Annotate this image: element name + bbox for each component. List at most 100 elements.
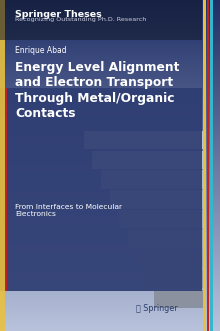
Bar bbox=[0, 233, 220, 234]
Bar bbox=[0, 182, 220, 183]
Bar bbox=[0, 41, 220, 42]
Bar bbox=[0, 232, 220, 233]
Text: Ⓢ Springer: Ⓢ Springer bbox=[136, 304, 178, 313]
Bar bbox=[136, 250, 205, 268]
Bar bbox=[0, 61, 220, 62]
Bar bbox=[0, 299, 220, 300]
Bar bbox=[0, 190, 220, 191]
Bar bbox=[128, 230, 205, 248]
Bar bbox=[0, 127, 220, 128]
Bar bbox=[0, 88, 202, 291]
Bar bbox=[0, 79, 220, 80]
Bar bbox=[0, 219, 220, 221]
Bar bbox=[0, 54, 220, 55]
Bar bbox=[0, 44, 220, 45]
Bar bbox=[0, 288, 220, 289]
Bar bbox=[0, 148, 220, 149]
Bar bbox=[0, 153, 220, 155]
Text: Enrique Abad: Enrique Abad bbox=[15, 46, 67, 55]
Bar bbox=[0, 94, 220, 95]
Bar bbox=[0, 157, 220, 158]
Bar bbox=[0, 319, 220, 320]
Bar bbox=[0, 59, 220, 60]
Bar bbox=[0, 8, 220, 9]
Bar bbox=[0, 323, 220, 324]
Bar bbox=[0, 156, 220, 157]
Bar bbox=[0, 280, 220, 281]
Bar bbox=[0, 155, 220, 156]
Bar bbox=[0, 35, 220, 36]
Bar bbox=[0, 247, 220, 248]
Bar bbox=[0, 62, 220, 63]
Bar bbox=[0, 92, 220, 93]
Bar bbox=[0, 33, 220, 34]
Bar bbox=[0, 216, 220, 217]
Bar bbox=[0, 139, 220, 140]
Bar bbox=[0, 107, 220, 108]
Bar bbox=[0, 46, 220, 47]
Bar bbox=[0, 202, 220, 203]
Bar bbox=[0, 262, 220, 264]
Bar bbox=[0, 284, 220, 285]
Bar bbox=[0, 130, 220, 131]
Bar bbox=[0, 302, 220, 304]
Bar bbox=[0, 199, 220, 200]
Bar bbox=[0, 20, 220, 21]
Bar bbox=[0, 320, 220, 321]
Bar bbox=[0, 56, 220, 57]
Bar bbox=[0, 254, 220, 255]
Bar bbox=[0, 276, 220, 277]
Bar bbox=[0, 132, 220, 133]
Bar bbox=[0, 6, 220, 7]
Bar bbox=[0, 109, 220, 110]
Bar bbox=[0, 200, 220, 201]
Bar bbox=[0, 149, 220, 150]
Bar bbox=[0, 259, 220, 260]
Bar bbox=[0, 277, 220, 278]
Bar bbox=[0, 116, 220, 117]
Bar bbox=[0, 201, 220, 202]
Text: From Interfaces to Molecular
Electronics: From Interfaces to Molecular Electronics bbox=[15, 204, 122, 217]
Bar bbox=[0, 238, 220, 239]
Bar bbox=[0, 218, 220, 219]
Bar bbox=[0, 115, 220, 116]
Bar bbox=[0, 203, 220, 204]
Bar bbox=[0, 133, 220, 135]
Bar bbox=[0, 143, 220, 145]
Bar bbox=[0, 100, 220, 102]
Bar bbox=[0, 265, 220, 266]
Bar bbox=[0, 237, 220, 238]
Bar bbox=[0, 186, 220, 188]
Bar bbox=[0, 72, 220, 73]
Bar bbox=[0, 306, 220, 307]
Bar bbox=[0, 208, 220, 209]
Bar bbox=[0, 251, 220, 252]
Bar bbox=[0, 311, 220, 312]
Bar bbox=[0, 266, 220, 267]
Bar bbox=[0, 189, 220, 190]
Bar bbox=[207, 0, 209, 331]
Bar bbox=[0, 325, 220, 327]
Bar bbox=[0, 110, 220, 112]
Bar bbox=[0, 93, 220, 94]
Bar bbox=[0, 179, 220, 180]
Bar bbox=[0, 71, 220, 72]
Bar bbox=[0, 214, 220, 215]
Bar bbox=[101, 170, 205, 189]
Bar bbox=[0, 193, 220, 194]
Bar bbox=[0, 137, 220, 138]
Bar bbox=[0, 215, 220, 216]
Bar bbox=[0, 165, 220, 166]
Bar bbox=[0, 171, 220, 172]
Bar bbox=[0, 106, 220, 107]
Bar bbox=[0, 43, 220, 44]
Bar bbox=[0, 141, 220, 142]
Bar bbox=[0, 310, 220, 311]
Bar bbox=[0, 9, 220, 10]
Bar bbox=[92, 151, 205, 169]
Bar bbox=[0, 26, 220, 27]
Bar bbox=[0, 113, 220, 114]
Bar bbox=[0, 253, 220, 254]
Bar bbox=[0, 16, 220, 17]
Bar bbox=[0, 47, 220, 49]
